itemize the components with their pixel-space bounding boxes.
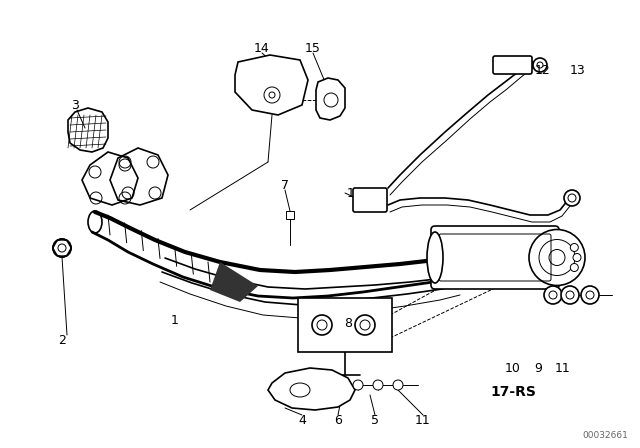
Polygon shape (268, 368, 355, 410)
Circle shape (529, 229, 585, 285)
FancyBboxPatch shape (353, 188, 387, 212)
Text: 9: 9 (534, 362, 542, 375)
Text: 15: 15 (305, 42, 321, 55)
Text: 7: 7 (281, 178, 289, 191)
Text: 2: 2 (58, 333, 66, 346)
Text: 1: 1 (171, 314, 179, 327)
Circle shape (355, 315, 375, 335)
Ellipse shape (427, 232, 443, 283)
FancyBboxPatch shape (286, 211, 294, 219)
Text: 8: 8 (344, 316, 352, 329)
Circle shape (561, 286, 579, 304)
Polygon shape (235, 55, 308, 115)
Polygon shape (316, 78, 345, 120)
Circle shape (353, 380, 363, 390)
Circle shape (533, 58, 547, 72)
Circle shape (53, 239, 71, 257)
Circle shape (373, 380, 383, 390)
FancyBboxPatch shape (431, 226, 559, 289)
Text: 00032661: 00032661 (582, 431, 628, 439)
Text: 4: 4 (298, 414, 306, 426)
Text: 3: 3 (71, 99, 79, 112)
Text: 5: 5 (371, 414, 379, 426)
Text: 11: 11 (415, 414, 431, 426)
Text: 17-RS: 17-RS (490, 385, 536, 399)
Polygon shape (210, 262, 258, 302)
FancyBboxPatch shape (298, 298, 392, 352)
Circle shape (570, 244, 579, 251)
Circle shape (544, 286, 562, 304)
Circle shape (564, 190, 580, 206)
Circle shape (393, 380, 403, 390)
Text: 14: 14 (254, 42, 270, 55)
Text: 12: 12 (535, 64, 551, 77)
FancyBboxPatch shape (493, 56, 532, 74)
Circle shape (570, 263, 579, 271)
Text: 13: 13 (570, 64, 586, 77)
Text: 6: 6 (334, 414, 342, 426)
Circle shape (573, 254, 581, 262)
Text: 16: 16 (347, 186, 363, 199)
Text: 10: 10 (505, 362, 521, 375)
Text: 11: 11 (555, 362, 571, 375)
Circle shape (312, 315, 332, 335)
Circle shape (581, 286, 599, 304)
